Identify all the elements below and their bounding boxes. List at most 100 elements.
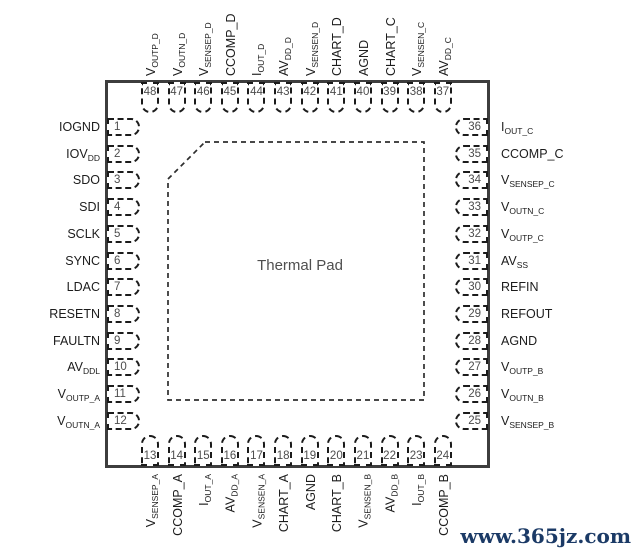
pin-32-label: VOUTP_C xyxy=(501,226,544,243)
pin-47: 47 xyxy=(167,82,186,113)
pin-46: 46 xyxy=(194,82,213,113)
pin-7: 7 xyxy=(107,278,140,297)
pin-number: 7 xyxy=(114,281,121,294)
pin-16-label: AVDD_A xyxy=(223,474,240,513)
pin-2: 2 xyxy=(107,144,140,163)
pin-number: 30 xyxy=(468,281,481,294)
pin-43: 43 xyxy=(274,82,293,113)
pin-45: 45 xyxy=(220,82,239,113)
pin-27-label: VOUTP_B xyxy=(501,360,544,377)
pin-label-subscript: SENSEP_B xyxy=(509,419,555,430)
pin-number: 26 xyxy=(468,388,481,400)
pin-number: 34 xyxy=(468,174,481,187)
pin-13: 13 xyxy=(141,435,159,466)
pin-7-label: LDAC xyxy=(66,280,100,295)
pin-number: 35 xyxy=(468,147,481,160)
pin-38: 38 xyxy=(407,82,426,113)
pin-13-label: VSENSEP_A xyxy=(144,474,160,528)
pin-25: 25 xyxy=(455,411,488,430)
pin-29: 29 xyxy=(455,304,488,323)
pin-label-subscript: SENSEP_C xyxy=(509,179,555,190)
pin-20-label: CHART_B xyxy=(330,474,345,533)
pin-12: 12 xyxy=(107,411,140,430)
pin-number: 37 xyxy=(436,86,450,98)
pin-number: 29 xyxy=(468,307,481,320)
pin-32: 32 xyxy=(455,224,488,243)
pin-number: 28 xyxy=(468,334,481,347)
pin-38-label: VSENSEN_C xyxy=(410,21,427,76)
pin-14: 14 xyxy=(167,435,186,466)
pin-number: 18 xyxy=(276,450,290,462)
pin-10: 10 xyxy=(107,358,140,377)
pin-20: 20 xyxy=(327,435,346,466)
pin-number: 46 xyxy=(196,86,210,98)
pin-1-label: IOGND xyxy=(59,120,100,134)
pin-39-label: CHART_C xyxy=(383,17,398,76)
pin-22: 22 xyxy=(380,435,399,466)
pin-15: 15 xyxy=(194,435,213,466)
pin-number: 27 xyxy=(468,361,481,374)
pin-number: 19 xyxy=(303,450,317,462)
pin-30: 30 xyxy=(455,278,488,297)
pin-40-label: AGND xyxy=(356,39,371,76)
pin-34-label: VSENSEP_C xyxy=(501,173,555,190)
pin-number: 2 xyxy=(114,147,121,160)
pin-17-label: VSENSEN_A xyxy=(250,474,267,528)
pin-31-label: AVSS xyxy=(501,253,529,270)
pin-label-subscript: DD_B xyxy=(389,474,400,497)
pin-label-subscript: OUTN_B xyxy=(509,393,544,403)
pin-label-subscript: OUTP_A xyxy=(65,393,100,403)
pin-43-label: AVDD_D xyxy=(277,37,294,76)
pin-22-label: AVDD_B xyxy=(383,474,400,513)
pin-46-label: VSENSEP_D xyxy=(197,22,214,76)
pin-label-subscript: OUT_B xyxy=(416,474,427,503)
pin-label-subscript: SS xyxy=(516,259,529,270)
pin-number: 20 xyxy=(329,450,343,462)
pin-8: 8 xyxy=(107,304,140,323)
pin-41-label: CHART_D xyxy=(330,17,345,76)
pin-33: 33 xyxy=(455,198,488,217)
chip-package-outline xyxy=(105,80,490,468)
pin-17: 17 xyxy=(247,435,266,466)
pin-number: 38 xyxy=(409,86,423,98)
pin-5: 5 xyxy=(107,224,140,243)
pin-number: 14 xyxy=(170,450,183,462)
pin-42: 42 xyxy=(300,82,319,113)
pin-6: 6 xyxy=(107,251,140,270)
pin-19-label: AGND xyxy=(303,474,318,511)
pin-6-label: SYNC xyxy=(65,253,100,268)
pin-number: 44 xyxy=(250,86,263,98)
pin-number: 5 xyxy=(114,227,121,240)
pin-31: 31 xyxy=(455,251,488,270)
pin-47-label: VOUTN_D xyxy=(170,32,187,76)
pin-number: 48 xyxy=(143,86,157,98)
pin-8-label: RESETN xyxy=(49,306,100,321)
pin-label-subscript: DD_A xyxy=(229,474,240,497)
pin-number: 36 xyxy=(468,121,481,133)
pin-4-label: SDI xyxy=(79,200,100,215)
pin-41: 41 xyxy=(327,82,346,113)
pin-26: 26 xyxy=(455,385,488,403)
pin-label-subscript: OUTN_A xyxy=(65,419,100,430)
pin-number: 11 xyxy=(114,388,126,400)
pin-label-subscript: OUTN_D xyxy=(176,32,187,68)
pin-48-label: VOUTP_D xyxy=(144,33,160,76)
pin-label-subscript: DD_D xyxy=(283,37,294,61)
pin-24-label: CCOMP_B xyxy=(436,474,451,536)
pin-number: 15 xyxy=(196,450,210,462)
pin-48: 48 xyxy=(141,82,159,113)
pin-number: 10 xyxy=(114,361,127,374)
pin-12-label: VOUTN_A xyxy=(57,413,100,430)
pin-37-label: AVDD_C xyxy=(436,37,453,76)
pin-9-label: FAULTN xyxy=(53,333,100,348)
pin-label-subscript: OUTP_B xyxy=(509,366,544,377)
pin-11-label: VOUTP_A xyxy=(57,387,100,403)
pin-23: 23 xyxy=(407,435,426,466)
pin-18: 18 xyxy=(274,435,293,466)
pin-label-subscript: OUT_D xyxy=(256,43,267,73)
pin-40: 40 xyxy=(353,82,372,113)
pin-number: 42 xyxy=(303,86,317,98)
pin-number: 1 xyxy=(114,121,121,133)
pin-label-subscript: SENSEN_C xyxy=(416,21,427,68)
